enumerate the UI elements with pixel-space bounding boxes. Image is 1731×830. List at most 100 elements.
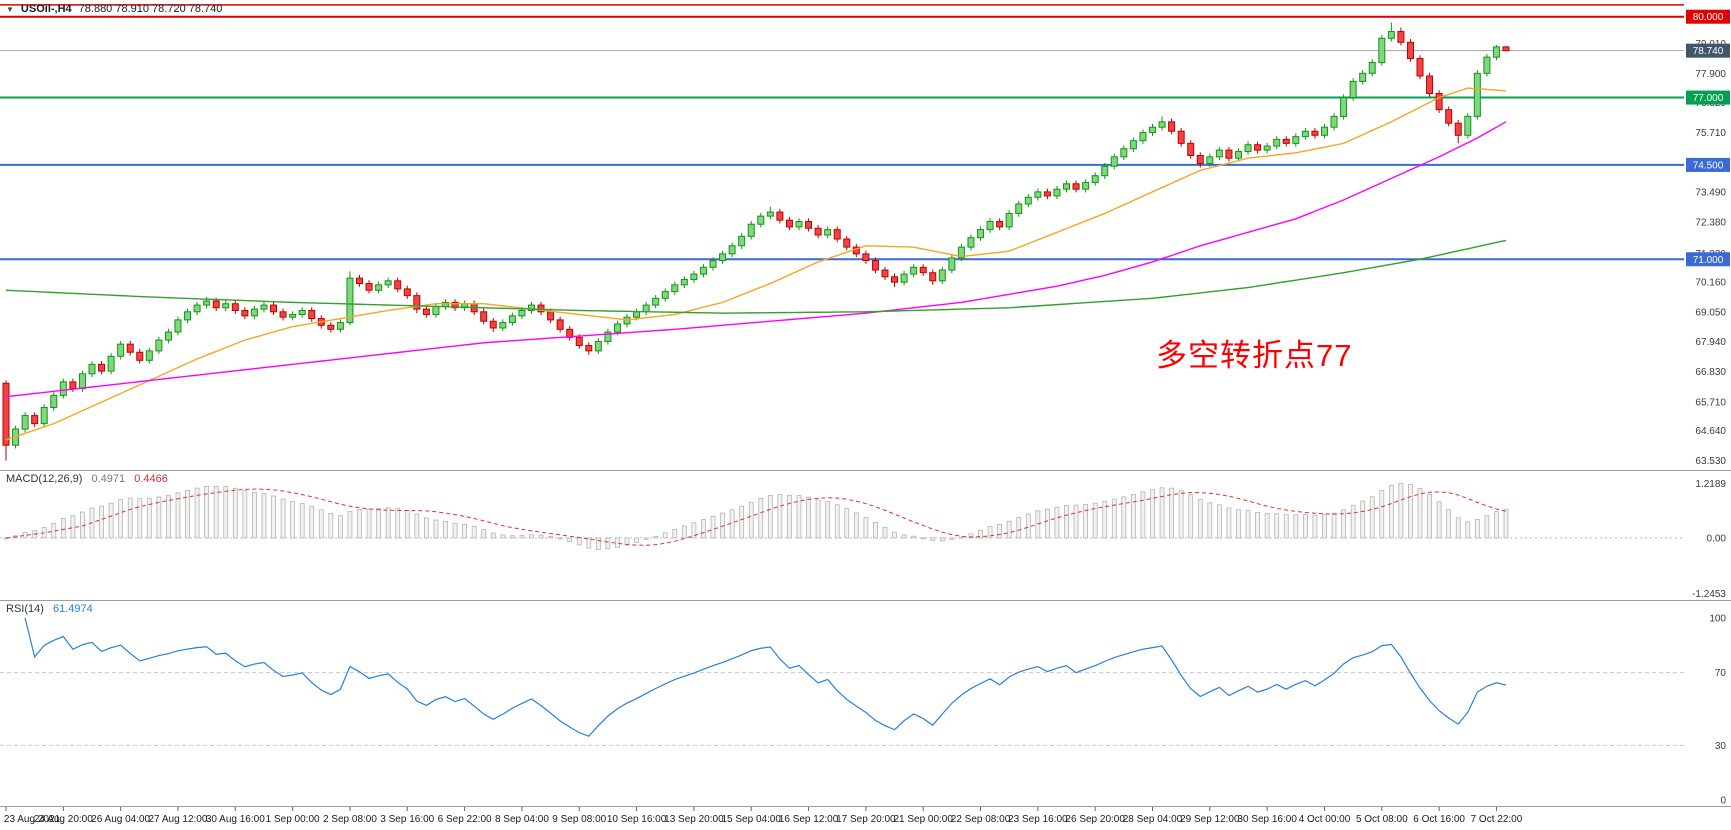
candle-body [1483,56,1491,74]
macd-bar [615,537,620,548]
macd-signal-value: 0.4466 [134,473,168,485]
candle-body [1244,144,1252,152]
macd-bar [529,534,534,539]
candle-body [98,363,106,372]
macd-bar [758,498,764,539]
candle-body [977,229,985,239]
price-axis-label: 75.710 [1695,128,1726,139]
price-level-badge-text: 77.000 [1693,93,1724,104]
macd-bar [959,536,964,539]
candle-body [986,221,994,231]
candle-body [508,315,516,324]
macd-bar [748,501,754,539]
macd-bar [634,537,639,543]
macd-bar [787,494,792,539]
candle-body [652,297,660,306]
time-axis-label: 30 Sep 16:00 [1237,814,1297,825]
candle-body [604,331,612,342]
macd-bar [1417,488,1423,539]
macd-bar [60,518,66,539]
macd-bar [1293,514,1299,539]
macd-bar [1369,496,1375,539]
candle-body [31,415,39,425]
time-axis-label: 27 Aug 12:00 [148,814,207,825]
macd-bar [653,535,659,539]
candle-body [231,303,239,311]
macd-bar [1092,502,1098,539]
macd-bar [1016,517,1022,539]
macd-bar [452,522,458,539]
macd-bar [815,499,821,539]
macd-bar [586,537,592,549]
time-axis-label: 23 Aug 2021 [4,814,61,825]
macd-bar [70,515,76,539]
macd-bar [1331,512,1337,539]
macd-bar [892,531,897,539]
price-level-badge [1686,43,1730,58]
macd-bar [739,505,745,539]
candle-body [1043,191,1051,197]
macd-bar [423,517,429,539]
macd-bar [395,508,401,539]
candle-body [1416,57,1424,77]
macd-bar [108,502,114,539]
candle-body [1282,138,1290,144]
candle-body [1072,183,1080,190]
macd-bar [1178,490,1184,539]
macd-bar [127,497,133,539]
candle-body [1492,46,1500,58]
macd-bar [175,492,181,539]
macd-bar [987,526,993,539]
macd-bar [939,537,945,542]
macd-bar [204,485,210,539]
candle-body [699,266,707,275]
macd-axis-label: 1.2189 [1695,479,1726,490]
ma-mid-magenta [5,121,1507,398]
candle-body [1187,142,1195,156]
candle-body [384,280,392,286]
rsi-value: 61.4974 [52,603,93,615]
macd-bar [834,504,840,539]
time-axis-label: 21 Sep 00:00 [893,814,953,825]
candle-body [929,272,937,282]
macd-bar [1159,487,1165,539]
macd-bar [1398,482,1404,539]
macd-bar [643,537,649,540]
macd-bar [462,524,467,539]
candle-body [738,235,746,247]
macd-bar [357,509,362,539]
macd-bar [1255,511,1260,539]
candle-body [1139,132,1147,142]
macd-bar [605,537,611,550]
macd-bar [1455,517,1461,539]
price-axis-label: 64.640 [1695,426,1726,437]
candle-body [107,355,115,372]
candle-body [1464,115,1472,136]
candle-body [174,319,182,333]
macd-bar [242,490,248,539]
macd-bar [299,502,305,539]
price-level-badge [1686,90,1730,105]
candle-body [633,311,641,318]
candle-body [50,394,58,408]
candle-body [1024,196,1032,205]
candle-body [948,257,956,271]
candle-body [719,253,727,262]
candle-body [871,260,879,271]
chart-dropdown-icon[interactable]: ▼ [6,4,14,14]
candle-body [279,311,287,318]
macd-bar [1054,506,1060,539]
candle-body [1368,62,1376,74]
candle-body [375,284,383,291]
time-axis-label: 28 Sep 04:00 [1123,814,1183,825]
chart-text-annotation[interactable]: 多空转折点77 [1156,338,1353,373]
candle-body [1502,46,1510,52]
candle-body [451,301,459,309]
candle-body [1349,80,1357,99]
candle-body [346,277,354,324]
macd-bar [567,537,573,543]
candle-body [938,269,946,282]
macd-bar [1102,500,1108,539]
macd-bar [337,515,343,539]
